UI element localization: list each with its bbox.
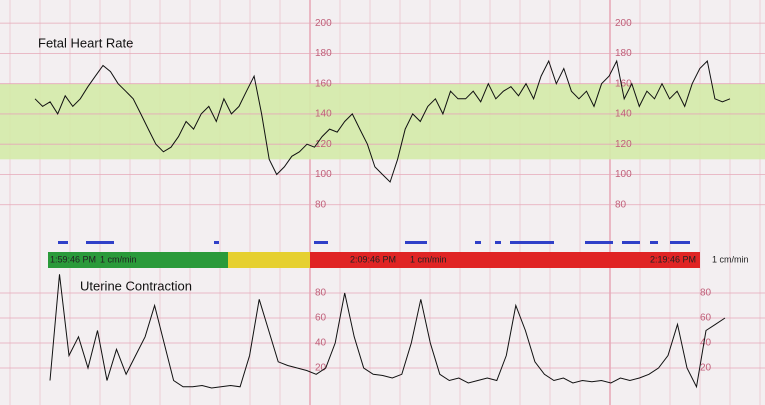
timestamp: 2:19:46 PM — [650, 254, 696, 264]
y-tick-label: 80 — [700, 288, 712, 299]
ctg-strip: 8080100100120120140140160160180180200200… — [0, 0, 765, 405]
y-tick-label: 120 — [615, 139, 632, 150]
panel-title: Fetal Heart Rate — [38, 35, 133, 50]
y-tick-label: 20 — [700, 363, 712, 374]
y-tick-label: 60 — [700, 313, 712, 324]
y-tick-label: 120 — [315, 139, 332, 150]
y-tick-label: 140 — [615, 109, 632, 120]
y-tick-label: 100 — [615, 169, 632, 180]
background — [0, 0, 765, 405]
y-tick-label: 200 — [315, 18, 332, 29]
y-tick-label: 40 — [315, 338, 327, 349]
chart-speed: 1 cm/min — [410, 254, 447, 264]
timestamp: 2:09:46 PM — [350, 254, 396, 264]
y-tick-label: 80 — [615, 199, 627, 210]
y-tick-label: 40 — [700, 338, 712, 349]
y-tick-label: 60 — [315, 313, 327, 324]
timestamp: 1:59:46 PM — [50, 254, 96, 264]
y-tick-label: 180 — [615, 48, 632, 59]
y-tick-label: 200 — [615, 18, 632, 29]
chart-speed: 1 cm/min — [100, 254, 137, 264]
y-tick-label: 100 — [315, 169, 332, 180]
chart-speed: 1 cm/min — [712, 254, 749, 264]
y-tick-label: 80 — [315, 199, 327, 210]
y-tick-label: 140 — [315, 109, 332, 120]
panel-title: Uterine Contraction — [80, 278, 192, 293]
status-segment — [228, 252, 310, 268]
y-tick-label: 160 — [315, 78, 332, 89]
y-tick-label: 80 — [315, 288, 327, 299]
y-tick-label: 180 — [315, 48, 332, 59]
